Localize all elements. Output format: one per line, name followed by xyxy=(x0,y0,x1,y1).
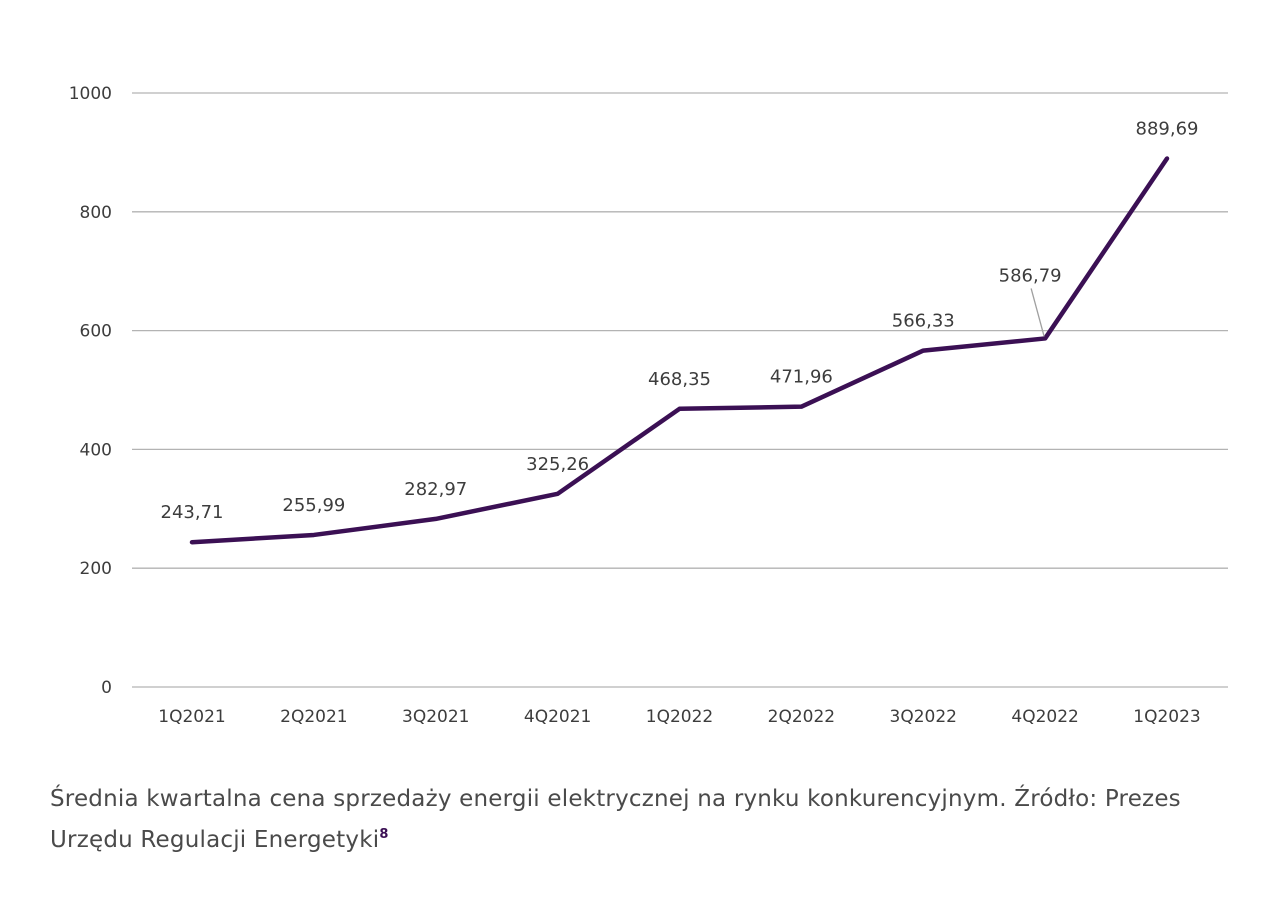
series-line xyxy=(189,156,1170,545)
y-tick-label: 0 xyxy=(101,678,112,698)
y-tick-label: 400 xyxy=(80,440,112,460)
y-tick-label: 800 xyxy=(80,203,112,223)
line-chart: 0 200 400 600 800 1000 1Q2021 2Q2021 3Q2021 4Q20… xyxy=(69,84,1228,727)
data-label: 889,69 xyxy=(1136,119,1199,140)
chart-caption: Średnia kwartalna cena sprzedaży energii… xyxy=(50,782,1230,858)
data-label: 566,33 xyxy=(892,311,955,332)
x-tick-label: 1Q2022 xyxy=(646,707,713,727)
x-tick-label: 4Q2022 xyxy=(1011,707,1078,727)
series-line-layer xyxy=(189,156,1170,545)
x-tick-label: 4Q2021 xyxy=(524,707,591,727)
gridlines xyxy=(132,92,1228,688)
x-axis-ticks: 1Q2021 2Q2021 3Q2021 4Q2021 1Q2022 2Q2022 3Q20… xyxy=(158,707,1200,727)
x-tick-label: 1Q2021 xyxy=(158,707,225,727)
data-label: 255,99 xyxy=(282,495,345,516)
data-label: 243,71 xyxy=(161,502,224,523)
x-tick-label: 2Q2021 xyxy=(280,707,347,727)
data-label: 282,97 xyxy=(404,479,467,500)
y-tick-label: 200 xyxy=(80,559,112,579)
x-tick-label: 3Q2021 xyxy=(402,707,469,727)
data-label-leader-line xyxy=(1030,288,1045,337)
x-tick-label: 1Q2023 xyxy=(1133,707,1200,727)
y-tick-label: 1000 xyxy=(69,84,112,104)
data-label: 468,35 xyxy=(648,369,711,390)
x-tick-label: 3Q2022 xyxy=(890,707,957,727)
data-labels: 243,71 255,99 282,97 325,26 468,35 471,96 566,… xyxy=(161,119,1199,524)
x-tick-label: 2Q2022 xyxy=(768,707,835,727)
data-label: 325,26 xyxy=(526,454,589,475)
caption-text: Średnia kwartalna cena sprzedaży energii… xyxy=(50,786,1181,853)
y-axis-ticks: 0 200 400 600 800 1000 xyxy=(69,84,112,698)
data-label: 586,79 xyxy=(999,265,1062,286)
data-label: 471,96 xyxy=(770,367,833,388)
y-tick-label: 600 xyxy=(80,322,112,342)
footnote-marker[interactable]: 8 xyxy=(379,827,389,842)
